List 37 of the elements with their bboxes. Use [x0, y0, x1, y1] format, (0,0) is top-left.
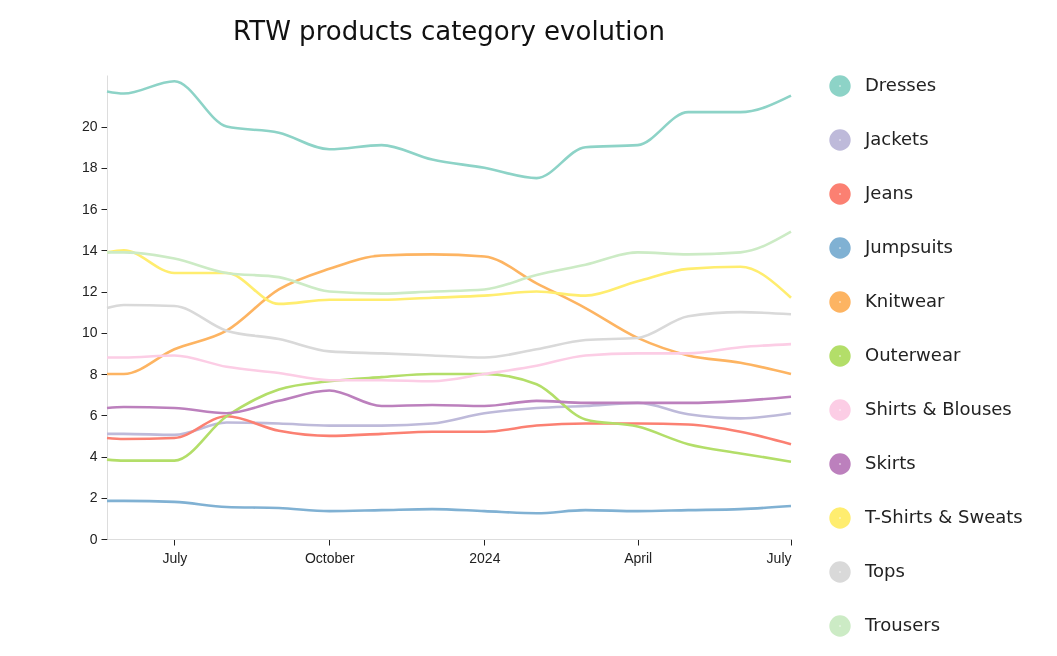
x-tick-label: October: [304, 549, 356, 566]
legend-label: Dresses: [865, 74, 937, 95]
line-series: [105, 372, 793, 463]
line-series: [105, 389, 793, 415]
y-tick-label: 4: [89, 448, 98, 465]
y-tick-label: 12: [81, 283, 98, 300]
y-tick-label: 20: [81, 118, 98, 135]
x-tick-label: April: [624, 549, 653, 566]
line-series: [105, 499, 793, 515]
legend-label: Outerwear: [865, 344, 961, 365]
line-series: [105, 253, 793, 376]
y-tick-label: 8: [89, 365, 98, 382]
legend-label: Jackets: [864, 128, 929, 149]
line-series: [105, 415, 793, 446]
legend-label: Shirts & Blouses: [865, 398, 1012, 419]
legend-label: Trousers: [864, 614, 941, 635]
line-series: [105, 79, 793, 180]
y-tick-label: 10: [81, 324, 98, 341]
x-tick-label: 2024: [469, 549, 501, 566]
x-tick-label: July: [766, 549, 792, 566]
legend-label: T-Shirts & Sweats: [864, 506, 1023, 527]
line-series: [105, 230, 793, 295]
y-tick-label: 6: [89, 406, 98, 423]
line-series: [105, 342, 793, 383]
y-tick-label: 16: [81, 200, 98, 217]
legend-label: Jumpsuits: [864, 236, 953, 257]
legend-label: Jeans: [864, 182, 914, 203]
y-tick-label: 2: [89, 489, 98, 506]
y-tick-label: 0: [89, 530, 98, 547]
y-tick-label: 18: [81, 159, 98, 176]
y-tick-label: 14: [81, 241, 98, 258]
line-series: [105, 401, 793, 437]
chart-title: RTW products category evolution: [233, 16, 665, 46]
legend-label: Tops: [864, 560, 905, 581]
x-tick-label: July: [162, 549, 188, 566]
legend-label: Knitwear: [865, 290, 946, 311]
legend-label: Skirts: [865, 452, 916, 473]
